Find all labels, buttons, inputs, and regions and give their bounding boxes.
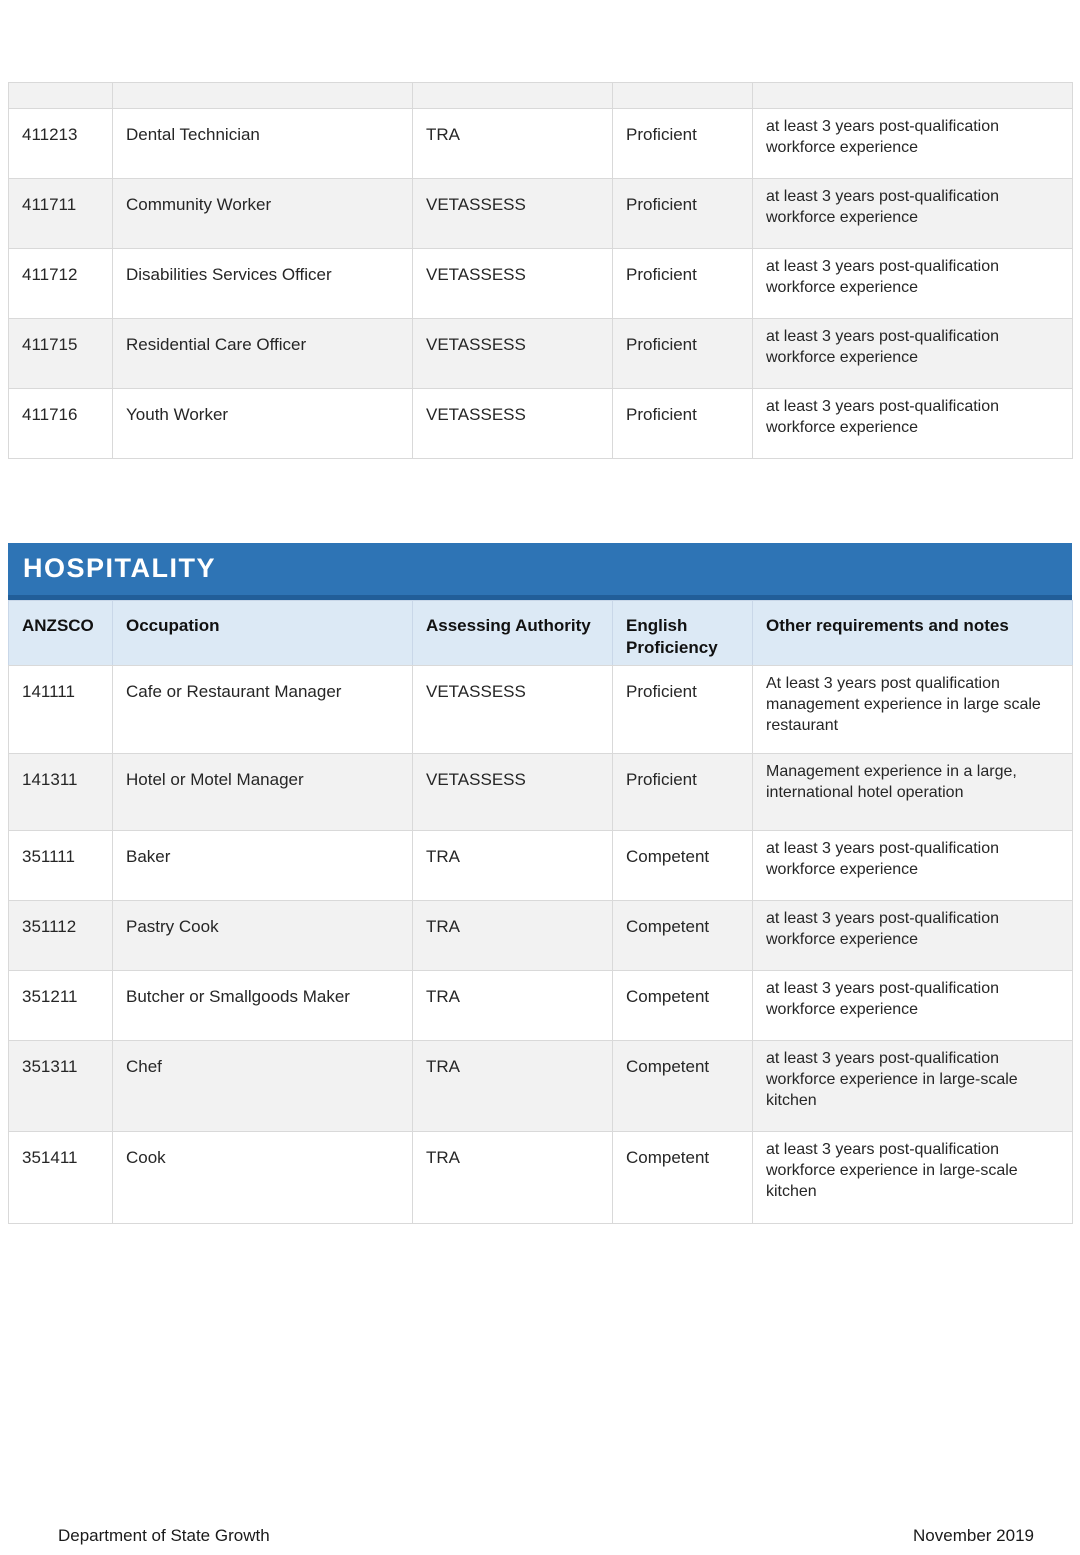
cell-assessing-authority: VETASSESS [412,318,613,389]
cell-anzsco: 351411 [8,1131,113,1224]
table-row: 411712 Disabilities Services Officer VETAS… [8,248,1073,319]
cell-english-proficiency: Competent [612,970,753,1041]
cell-occupation: Pastry Cook [112,900,413,971]
cell-english-proficiency: Competent [612,900,753,971]
cell-anzsco: 351311 [8,1040,113,1132]
cell-english-proficiency: Proficient [612,753,753,831]
cell-other-requirements: at least 3 years post-qualification work… [752,1131,1073,1224]
cell-assessing-authority: VETASSESS [412,178,613,249]
cell-anzsco: 351211 [8,970,113,1041]
cell-english-proficiency: Proficient [612,318,753,389]
column-header-occupation: Occupation [112,600,413,666]
cell-english-proficiency: Proficient [612,248,753,319]
cell-anzsco: 411715 [8,318,113,389]
table-row: 141111 Cafe or Restaurant Manager VETASSES… [8,665,1073,754]
cell-anzsco: 141311 [8,753,113,831]
cell-other-requirements: at least 3 years post-qualification work… [752,970,1073,1041]
cell-anzsco: 351111 [8,830,113,901]
table-row: 141311 Hotel or Motel Manager VETASSESS Pro… [8,753,1073,831]
table-row: 351311 Chef TRA Competent at least 3 years p… [8,1040,1073,1132]
table-header-row: ANZSCO Occupation Assessing Authority En… [8,600,1073,666]
cell-english-proficiency: Competent [612,1131,753,1224]
cell-other-requirements: at least 3 years post-qualification work… [752,108,1073,179]
empty-header-strip [8,82,1073,109]
column-header-other-requirements: Other requirements and notes [752,600,1073,666]
cell-occupation: Cook [112,1131,413,1224]
table-row: 411716 Youth Worker VETASSESS Proficient at … [8,388,1073,459]
cell-occupation: Chef [112,1040,413,1132]
cell-occupation: Community Worker [112,178,413,249]
cell-other-requirements: at least 3 years post-qualification work… [752,900,1073,971]
cell-anzsco: 351112 [8,900,113,971]
cell-other-requirements: Management experience in a large, intern… [752,753,1073,831]
cell-assessing-authority: VETASSESS [412,388,613,459]
column-header-english-proficiency: English Proficiency [612,600,753,666]
cell-anzsco: 411213 [8,108,113,179]
cell-anzsco: 411716 [8,388,113,459]
table-row: 351211 Butcher or Smallgoods Maker TRA Comp… [8,970,1073,1041]
empty-cell [612,82,753,109]
page-footer: Department of State Growth November 2019 [58,1526,1034,1546]
cell-other-requirements: at least 3 years post-qualification work… [752,388,1073,459]
cell-assessing-authority: TRA [412,1131,613,1224]
table-row: 351411 Cook TRA Competent at least 3 years p… [8,1131,1073,1224]
cell-assessing-authority: VETASSESS [412,753,613,831]
cell-occupation: Cafe or Restaurant Manager [112,665,413,754]
column-header-assessing-authority: Assessing Authority [412,600,613,666]
cell-english-proficiency: Proficient [612,665,753,754]
cell-other-requirements: at least 3 years post-qualification work… [752,830,1073,901]
cell-english-proficiency: Proficient [612,388,753,459]
table-row: 351112 Pastry Cook TRA Competent at least 3 … [8,900,1073,971]
table-row: 351111 Baker TRA Competent at least 3 years … [8,830,1073,901]
cell-assessing-authority: TRA [412,1040,613,1132]
table-row [8,82,1073,109]
table-row: 411715 Residential Care Officer VETASSESS P… [8,318,1073,389]
cell-assessing-authority: VETASSESS [412,665,613,754]
column-header-anzsco: ANZSCO [8,600,113,666]
empty-cell [8,82,113,109]
empty-cell [752,82,1073,109]
cell-english-proficiency: Proficient [612,178,753,249]
cell-occupation: Youth Worker [112,388,413,459]
cell-anzsco: 411711 [8,178,113,249]
cell-occupation: Residential Care Officer [112,318,413,389]
empty-cell [112,82,413,109]
cell-assessing-authority: TRA [412,108,613,179]
table-body: 141111 Cafe or Restaurant Manager VETASSES… [8,665,1073,1224]
table-row: 411213 Dental Technician TRA Proficient at l… [8,108,1073,179]
empty-cell [412,82,613,109]
footer-department: Department of State Growth [58,1526,270,1545]
cell-assessing-authority: TRA [412,830,613,901]
cell-other-requirements: at least 3 years post-qualification work… [752,1040,1073,1132]
cell-occupation: Baker [112,830,413,901]
cell-assessing-authority: TRA [412,970,613,1041]
cell-anzsco: 141111 [8,665,113,754]
cell-assessing-authority: VETASSESS [412,248,613,319]
footer-date: November 2019 [913,1526,1034,1545]
cell-other-requirements: at least 3 years post-qualification work… [752,178,1073,249]
top-margin [0,0,1080,82]
table-body: 411213 Dental Technician TRA Proficient at l… [8,108,1073,459]
cell-occupation: Hotel or Motel Manager [112,753,413,831]
cell-other-requirements: at least 3 years post-qualification work… [752,318,1073,389]
cell-occupation: Disabilities Services Officer [112,248,413,319]
cell-english-proficiency: Proficient [612,108,753,179]
cell-occupation: Butcher or Smallgoods Maker [112,970,413,1041]
table-row: 411711 Community Worker VETASSESS Proficien… [8,178,1073,249]
cell-occupation: Dental Technician [112,108,413,179]
table-header: ANZSCO Occupation Assessing Authority En… [8,600,1073,666]
cell-english-proficiency: Competent [612,1040,753,1132]
cell-english-proficiency: Competent [612,830,753,901]
hospitality-table: ANZSCO Occupation Assessing Authority En… [8,600,1073,1224]
section-banner-hospitality: HOSPITALITY [8,543,1072,600]
cell-other-requirements: at least 3 years post-qualification work… [752,248,1073,319]
cell-anzsco: 411712 [8,248,113,319]
cell-other-requirements: At least 3 years post qualification mana… [752,665,1073,754]
cell-assessing-authority: TRA [412,900,613,971]
occupations-table-continued: 411213 Dental Technician TRA Proficient at l… [8,82,1073,459]
